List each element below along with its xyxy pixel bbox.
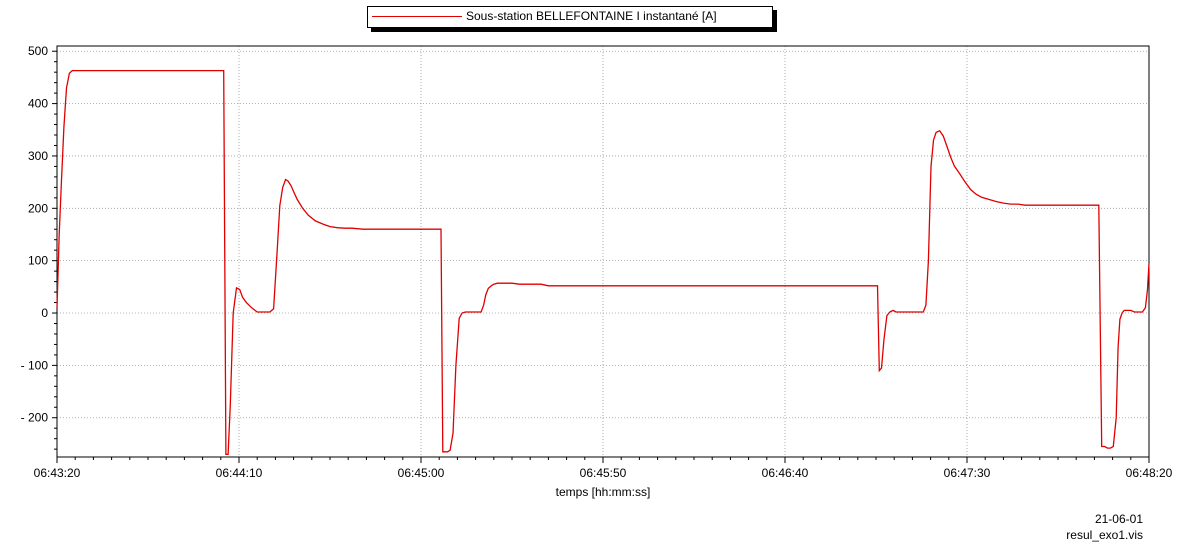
y-tick-label: 200: [28, 201, 48, 215]
y-tick-label: - 200: [21, 411, 49, 425]
x-axis-label: temps [hh:mm:ss]: [556, 485, 651, 499]
y-tick-label: 500: [28, 44, 48, 58]
y-tick-label: 400: [28, 97, 48, 111]
footer-date: 21-06-01: [1094, 512, 1143, 526]
y-tick-label: 100: [28, 254, 48, 268]
x-tick-label: 06:43:20: [34, 466, 81, 480]
legend: Sous-station BELLEFONTAINE I instantané …: [367, 6, 773, 28]
x-tick-label: 06:45:00: [398, 466, 445, 480]
x-tick-label: 06:45:50: [580, 466, 627, 480]
y-tick-label: - 100: [21, 358, 49, 372]
x-axis: 06:43:20 06:44:10 06:45:00 06:45:50 06:46:40…: [34, 457, 1173, 480]
y-tick-label: 300: [28, 149, 48, 163]
legend-label: Sous-station BELLEFONTAINE I instantané …: [466, 9, 717, 23]
x-tick-label: 06:46:40: [762, 466, 809, 480]
footer-info: 21-06-01 resul_exo1.vis: [1066, 511, 1143, 543]
y-tick-label: 0: [41, 306, 48, 320]
footer-filename: resul_exo1.vis: [1066, 528, 1143, 542]
x-tick-label: 06:48:20: [1126, 466, 1173, 480]
grid-lines: [57, 46, 1149, 457]
y-axis: 500 400 300 200 100 0 - 100 - 200: [21, 44, 57, 425]
plot-area-frame: [56, 45, 1150, 458]
legend-line-swatch: [372, 16, 462, 17]
x-tick-label: 06:47:30: [944, 466, 991, 480]
x-tick-label: 06:44:10: [216, 466, 263, 480]
series-line: [56, 69, 1150, 456]
